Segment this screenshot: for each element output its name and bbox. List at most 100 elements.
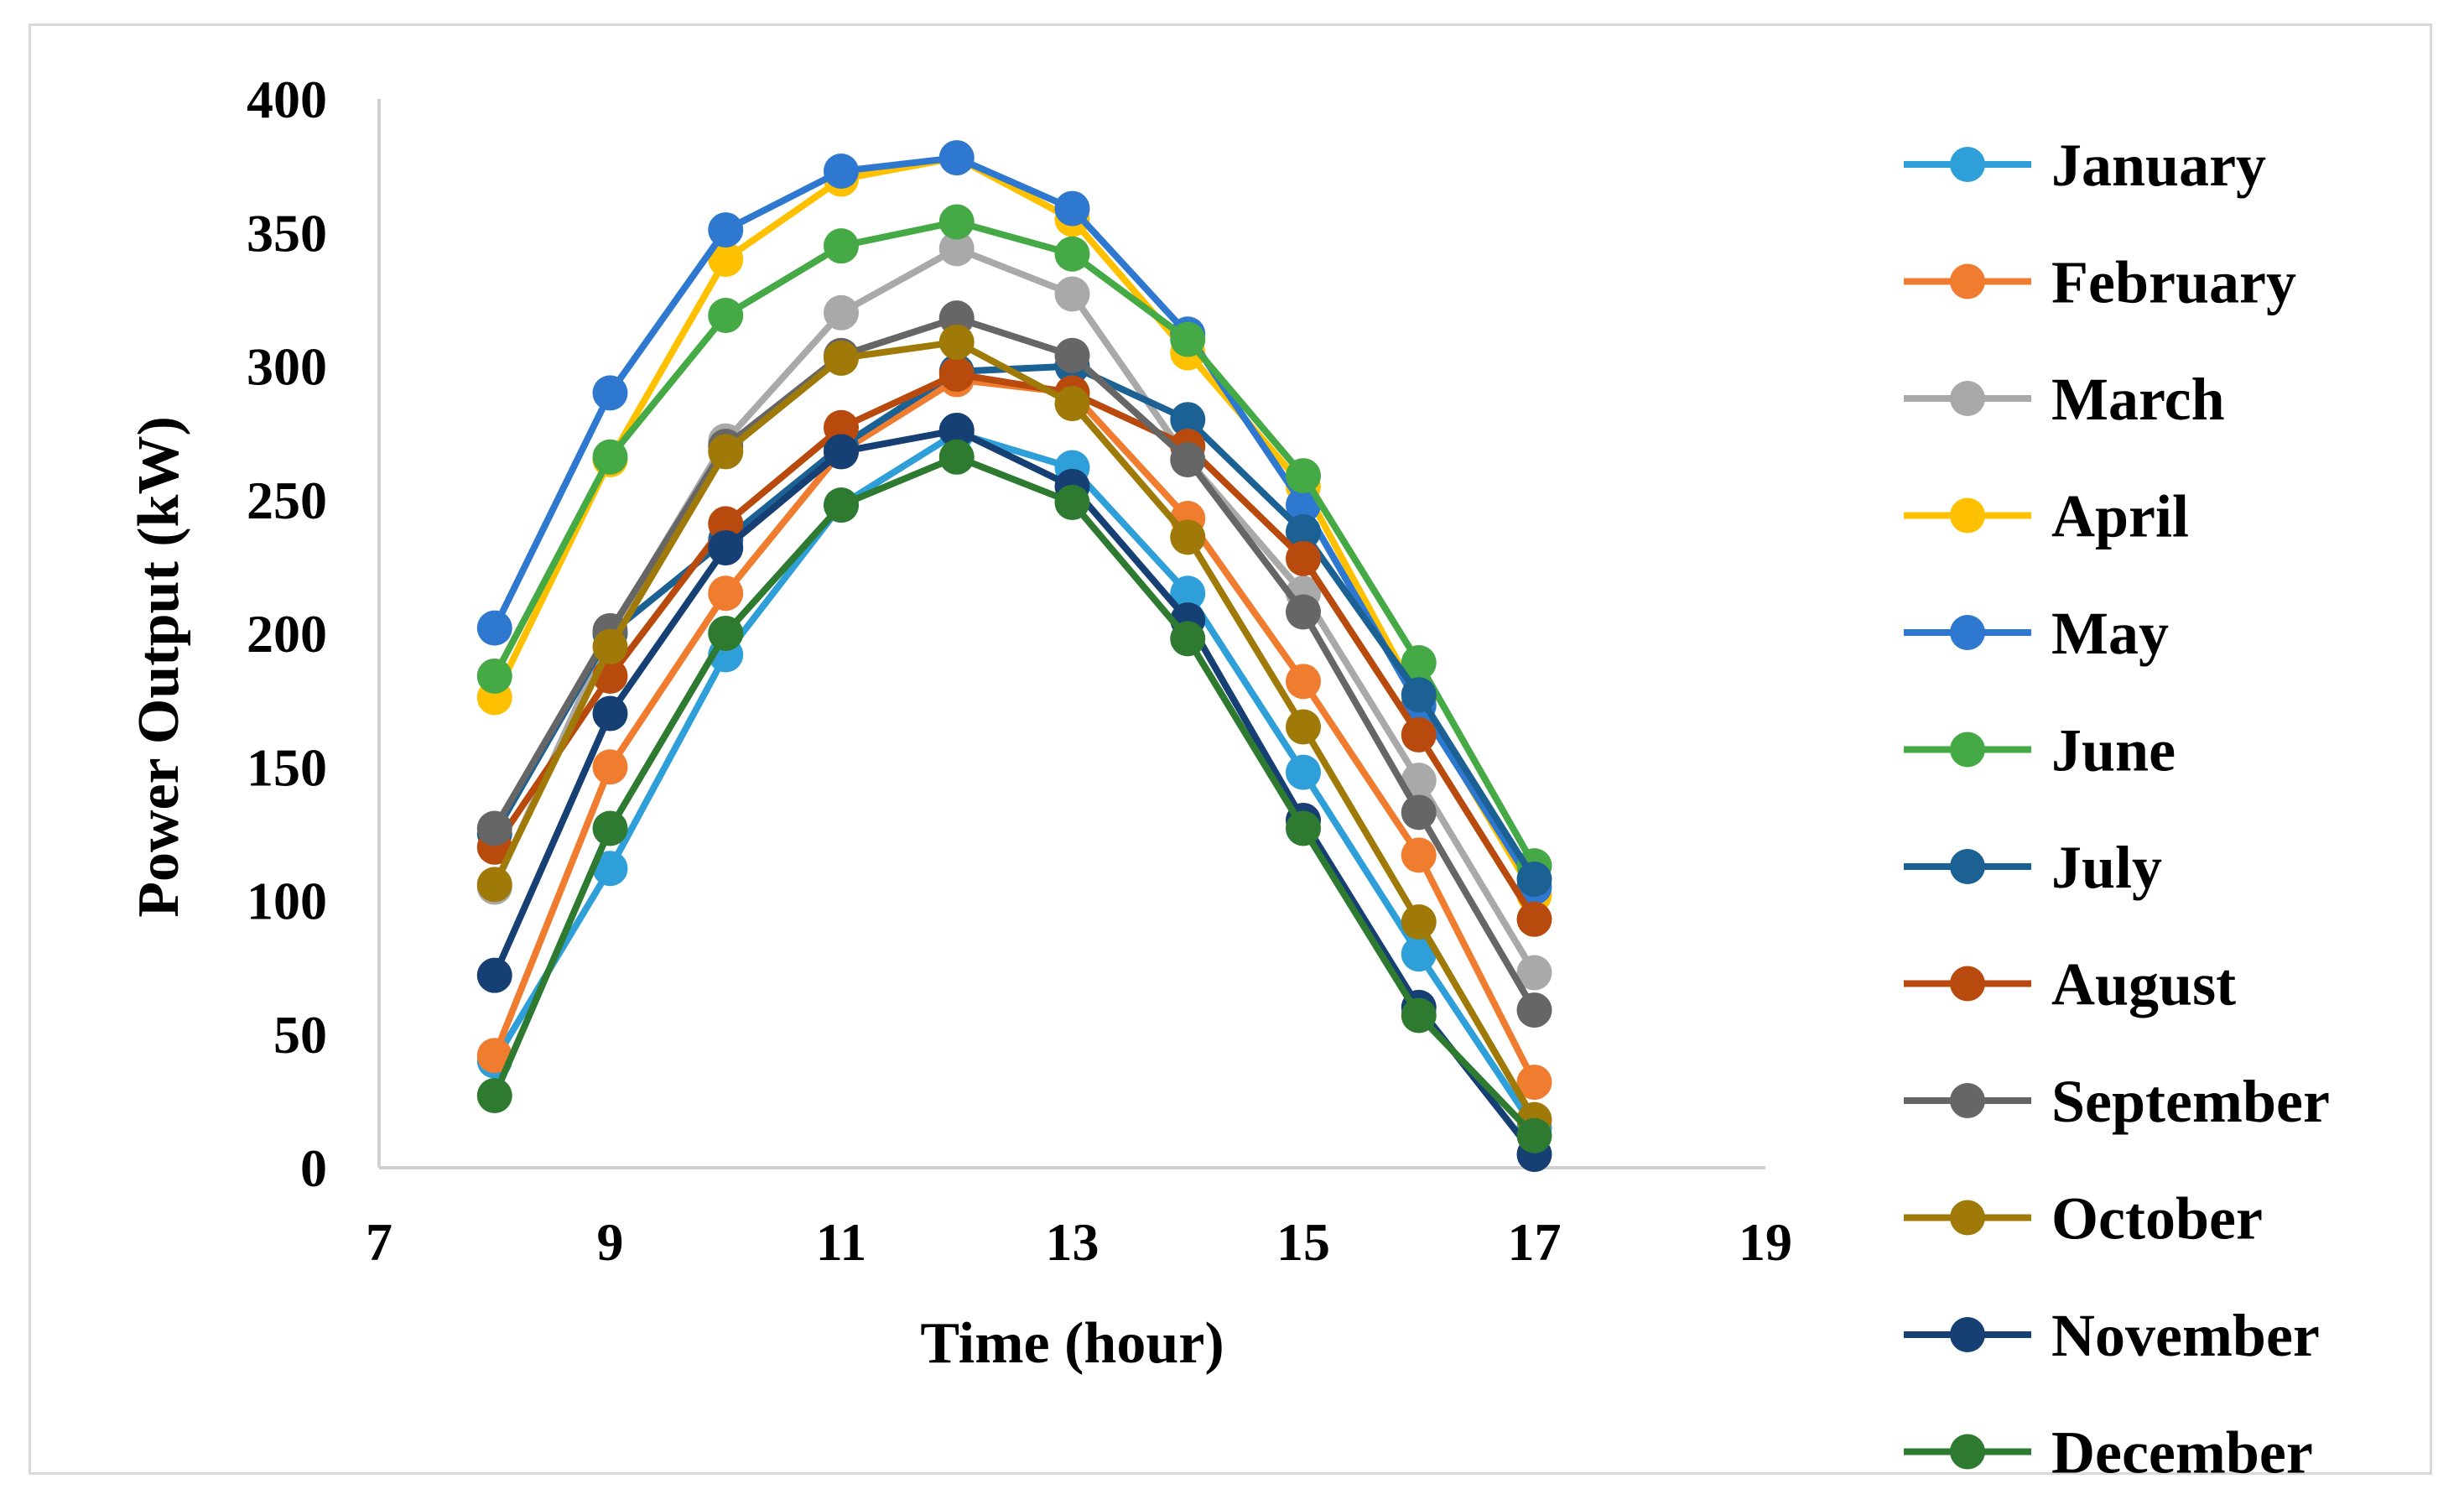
series-line xyxy=(491,426,1537,1157)
data-point xyxy=(1516,1065,1552,1101)
legend-swatch-marker xyxy=(1950,849,1985,884)
legend-label: February xyxy=(2051,249,2296,316)
data-point xyxy=(1401,903,1437,940)
legend-label: September xyxy=(2051,1068,2330,1135)
data-point xyxy=(1054,236,1090,272)
data-point xyxy=(1286,810,1321,846)
data-point xyxy=(938,204,975,240)
legend-item-may: May xyxy=(1904,600,2169,667)
legend-item-april: April xyxy=(1904,483,2189,550)
series-may xyxy=(476,140,1552,905)
series-november xyxy=(476,412,1552,1173)
axes: 0 50 100 150 200 250 300 350 400 7 9 11 13 15 17 19 Time… xyxy=(127,70,1792,1376)
data-point xyxy=(708,297,744,333)
data-point xyxy=(476,810,512,846)
y-tick-label: 150 xyxy=(247,737,327,797)
data-point xyxy=(592,810,628,846)
data-point xyxy=(938,140,975,176)
legend-label: April xyxy=(2051,483,2189,550)
data-point xyxy=(824,340,859,376)
legend-item-december: December xyxy=(1904,1419,2313,1487)
data-point xyxy=(1286,754,1321,790)
x-tick-label: 15 xyxy=(1276,1212,1330,1272)
legend-swatch-marker xyxy=(1950,615,1985,650)
legend-label: December xyxy=(2051,1419,2313,1487)
legend-item-march: March xyxy=(1904,366,2225,433)
legend-swatch-marker xyxy=(1950,1200,1985,1236)
legend-swatch-marker xyxy=(1950,147,1985,182)
series-line xyxy=(491,315,1537,1013)
data-point xyxy=(1401,763,1437,799)
series-line xyxy=(491,245,1537,975)
x-tick-label: 7 xyxy=(366,1212,392,1272)
x-tick-label: 19 xyxy=(1739,1212,1792,1272)
data-point xyxy=(1401,997,1437,1034)
data-point xyxy=(1286,709,1321,745)
legend-label: May xyxy=(2051,600,2169,667)
data-point xyxy=(1054,337,1090,373)
data-point xyxy=(476,658,512,694)
legend-item-august: August xyxy=(1904,951,2236,1018)
data-point xyxy=(1401,936,1437,972)
y-tick-label: 400 xyxy=(247,70,327,129)
data-point xyxy=(1516,901,1552,937)
legend-label: August xyxy=(2051,951,2236,1018)
y-tick-label: 300 xyxy=(247,337,327,397)
data-point xyxy=(1170,519,1206,555)
data-point xyxy=(592,749,628,785)
series-line xyxy=(491,338,1537,1122)
legend-item-october: October xyxy=(1904,1185,2263,1252)
legend-swatch-marker xyxy=(1950,1434,1985,1470)
legend-label: June xyxy=(2051,717,2175,784)
y-axis-title: Power Output (kW) xyxy=(127,416,191,918)
legend-item-january: January xyxy=(1904,132,2266,199)
y-tick-label: 250 xyxy=(247,471,327,530)
data-point xyxy=(708,242,744,278)
data-point xyxy=(1054,276,1090,312)
data-point xyxy=(1286,664,1321,700)
data-point xyxy=(1401,645,1437,681)
series-line xyxy=(491,154,1537,898)
data-point xyxy=(1170,575,1206,612)
y-tick-label: 0 xyxy=(300,1138,327,1198)
data-point xyxy=(708,212,744,248)
series-line xyxy=(491,362,1537,882)
legend-label: March xyxy=(2051,366,2225,433)
legend-swatch-marker xyxy=(1950,1083,1985,1118)
data-point xyxy=(1516,862,1552,898)
data-point xyxy=(824,294,859,331)
data-point xyxy=(476,1038,512,1074)
data-point xyxy=(708,575,744,612)
data-point xyxy=(938,412,975,448)
data-point xyxy=(1516,1117,1552,1153)
y-tick-label: 200 xyxy=(247,604,327,664)
data-point xyxy=(476,1078,512,1114)
series-april xyxy=(476,140,1552,914)
data-point xyxy=(1170,402,1206,438)
x-axis-title: Time (hour) xyxy=(920,1311,1224,1376)
series-layer xyxy=(476,140,1552,1173)
legend-label: November xyxy=(2051,1302,2320,1369)
legend-item-june: June xyxy=(1904,717,2175,784)
data-point xyxy=(1054,386,1090,422)
series-line xyxy=(491,371,1537,921)
legend-swatch-marker xyxy=(1950,497,1985,534)
y-tick-label: 50 xyxy=(273,1005,327,1065)
legend-item-september: September xyxy=(1904,1068,2330,1135)
data-point xyxy=(592,439,628,475)
series-june xyxy=(476,204,1552,884)
chart-frame xyxy=(29,23,2432,1475)
data-point xyxy=(1170,441,1206,477)
data-point xyxy=(476,957,512,993)
data-point xyxy=(1401,717,1437,753)
data-point xyxy=(824,153,859,189)
data-point xyxy=(708,434,744,470)
data-point xyxy=(476,610,512,646)
data-point xyxy=(1286,540,1321,576)
x-tick-label: 11 xyxy=(816,1212,866,1272)
series-line xyxy=(491,430,1537,1130)
data-point xyxy=(708,530,744,566)
series-line xyxy=(491,376,1538,1084)
y-tick-label: 100 xyxy=(247,872,327,931)
